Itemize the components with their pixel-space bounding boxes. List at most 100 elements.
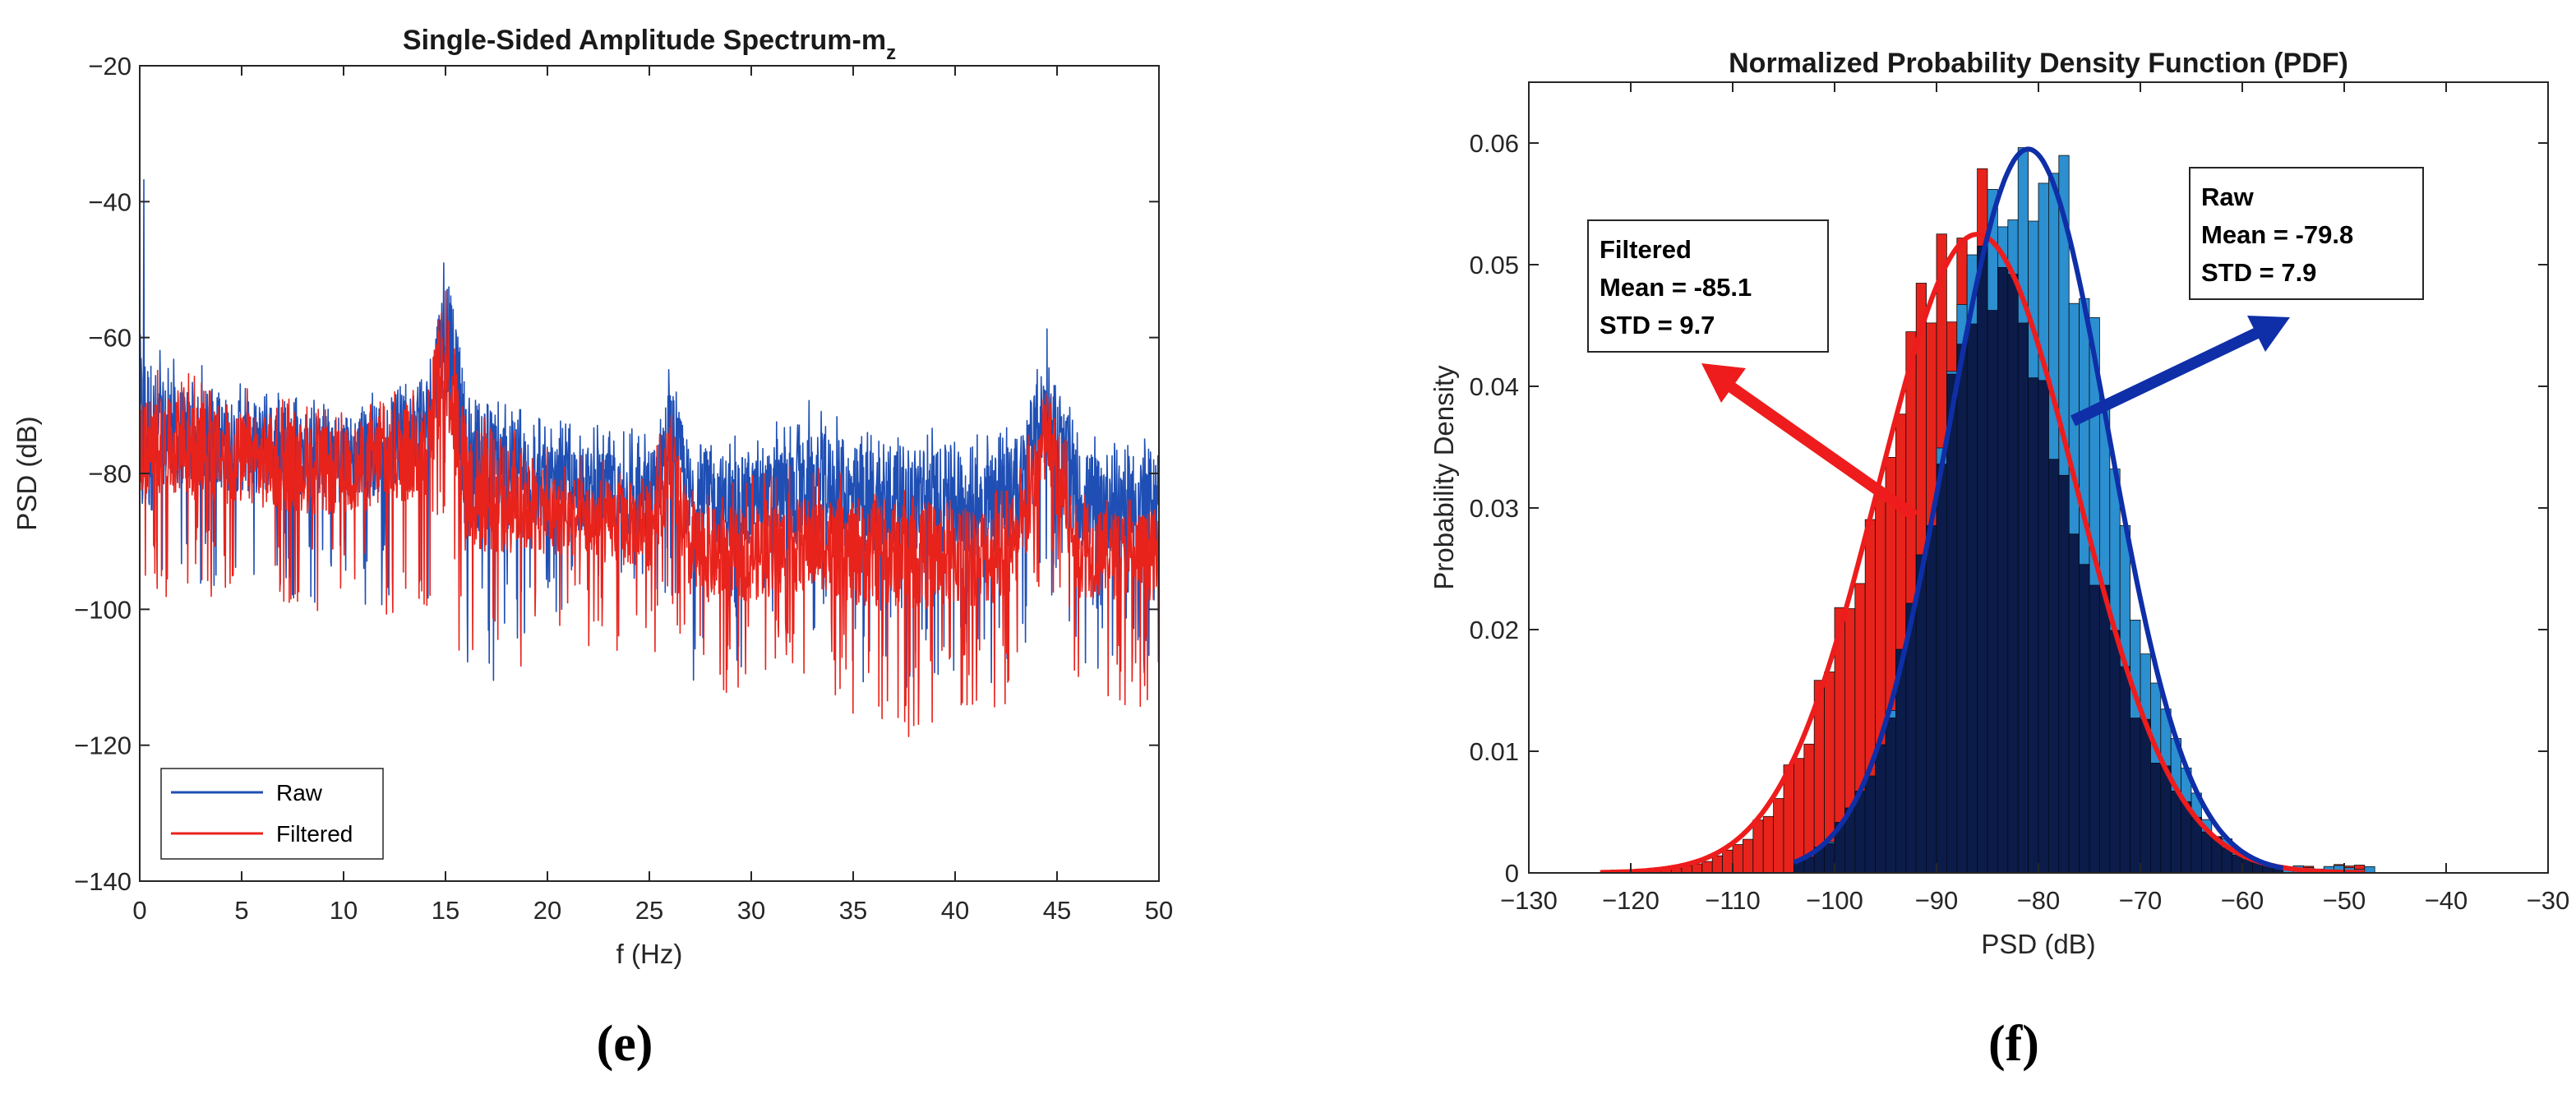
pdf-y-tick-label: 0.05 — [1470, 251, 1519, 279]
pdf-x-tick-label: −50 — [2323, 886, 2366, 915]
filtered-histogram-bar — [1701, 861, 1713, 873]
pdf-x-tick-label: −70 — [2119, 886, 2163, 915]
raw-arrow — [2070, 316, 2290, 427]
spectrum-chart: Single-Sided Amplitude Spectrum-mz 0 5 10 1… — [12, 25, 1173, 1072]
overlap-histogram-bar — [2047, 459, 2060, 873]
overlap-histogram-bar — [2098, 584, 2111, 873]
overlap-histogram-bar — [1824, 842, 1835, 873]
filtered-annotation-line-2: Mean = -85.1 — [1600, 273, 1752, 302]
spectrum-x-axis-label: f (Hz) — [616, 939, 683, 969]
pdf-x-tick-label: −80 — [2017, 886, 2061, 915]
filtered-fit-curve — [1600, 231, 2365, 873]
filtered-histogram-bar — [1742, 838, 1754, 873]
spectrum-y-tick-label: −100 — [74, 595, 132, 624]
spectrum-y-tick-label: −60 — [88, 324, 132, 353]
spectrum-y-tick-label: −20 — [88, 52, 132, 81]
raw-annotation-line-1: Raw — [2201, 182, 2255, 211]
spectrum-x-tick-label: 25 — [635, 896, 663, 925]
overlap-histogram-bar — [1885, 718, 1896, 873]
raw-annotation-line-2: Mean = -79.8 — [2201, 220, 2353, 249]
spectrum-x-tick-label: 5 — [234, 896, 248, 925]
filtered-histogram-bar — [1691, 863, 1703, 873]
overlap-histogram-bar — [2017, 322, 2029, 873]
spectrum-x-tick-label: 50 — [1145, 896, 1173, 925]
pdf-x-axis-label: PSD (dB) — [1981, 929, 2095, 959]
pdf-x-tick-label: −40 — [2425, 886, 2468, 915]
pdf-chart-title: Normalized Probability Density Function … — [1729, 48, 2348, 79]
pdf-x-tick-label: −130 — [1500, 886, 1558, 915]
filtered-histogram-bar — [1732, 844, 1743, 873]
raw-fit-curve — [1793, 146, 2284, 871]
overlap-histogram-bar — [1956, 344, 1968, 873]
filtered-histogram-bar — [1773, 798, 1784, 873]
pdf-x-tick-label: −120 — [1602, 886, 1660, 915]
overlap-histogram-bar — [1926, 525, 1937, 873]
spectrum-y-tick-label: −120 — [74, 732, 132, 760]
panel-label-f: (f) — [1988, 1016, 2039, 1072]
spectrum-x-tick-label: 0 — [132, 896, 146, 925]
raw-annotation: Raw Mean = -79.8 STD = 7.9 — [2189, 167, 2424, 300]
spectrum-y-tick-label: −140 — [74, 867, 132, 896]
raw-histogram-bar — [2364, 866, 2375, 873]
pdf-y-tick-label: 0.02 — [1470, 616, 1519, 644]
spectrum-plot-area — [140, 178, 1159, 737]
panel-label-e: (e) — [597, 1016, 653, 1072]
raw-annotation-line-3: STD = 7.9 — [2201, 258, 2316, 287]
spectrum-y-axis-label: PSD (dB) — [12, 416, 42, 530]
filtered-histogram-bar — [1793, 758, 1805, 873]
overlap-histogram-bar — [2119, 666, 2131, 873]
spectrum-x-tick-label: 20 — [533, 896, 561, 925]
overlap-histogram-bar — [2170, 791, 2181, 873]
overlap-histogram-bar — [2232, 854, 2243, 873]
spectrum-x-tick-label: 30 — [737, 896, 765, 925]
overlap-histogram-bar — [2130, 718, 2141, 873]
overlap-histogram-bar — [2149, 763, 2162, 873]
overlap-histogram-bar — [1966, 323, 1978, 873]
spectrum-x-tick-label: 40 — [941, 896, 969, 925]
pdf-x-tick-label: −100 — [1806, 886, 1863, 915]
filtered-annotation-line-3: STD = 9.7 — [1600, 311, 1715, 339]
pdf-y-tick-label: 0.01 — [1470, 737, 1519, 766]
overlap-histogram-bar — [2038, 380, 2049, 873]
overlap-histogram-bar — [2007, 274, 2019, 873]
overlap-histogram-bar — [1946, 373, 1958, 873]
overlap-histogram-bar — [1864, 776, 1876, 873]
overlap-histogram-bar — [2079, 564, 2090, 873]
spectrum-x-tick-label: 10 — [330, 896, 358, 925]
overlap-histogram-bar — [1977, 245, 1988, 873]
raw-annotation-box — [2189, 167, 2424, 300]
pdf-x-tick-label: −30 — [2527, 886, 2570, 915]
pdf-x-tick-label: −90 — [1915, 886, 1959, 915]
legend-box — [160, 768, 384, 860]
filtered-histogram-bar — [1762, 815, 1774, 873]
filtered-histogram-bar — [1722, 849, 1733, 873]
filtered-series-line — [140, 290, 1159, 737]
overlap-histogram — [1793, 245, 2283, 873]
pdf-y-tick-label: 0.06 — [1470, 129, 1519, 158]
filtered-annotation-box — [1587, 219, 1829, 353]
overlap-histogram-bar — [2068, 533, 2080, 873]
pdf-x-ticks: −130 −120 −110 −100 −90 −80 −70 −60 −50 −40 −30 — [1500, 82, 2569, 915]
overlap-histogram-bar — [1997, 266, 2009, 873]
filtered-histogram-bar — [1711, 855, 1723, 873]
pdf-y-ticks: 0 0.01 0.02 0.03 0.04 0.05 0.06 — [1470, 129, 2548, 888]
overlap-histogram-bar — [2089, 584, 2100, 873]
overlap-histogram-bar — [1875, 744, 1886, 873]
overlap-histogram-bar — [2140, 718, 2151, 873]
spectrum-legend: Raw Filtered — [160, 768, 384, 860]
pdf-y-tick-label: 0.04 — [1470, 372, 1519, 401]
legend-raw-label: Raw — [276, 780, 323, 805]
pdf-x-tick-label: −60 — [2221, 886, 2264, 915]
filtered-annotation-line-1: Filtered — [1600, 235, 1692, 264]
spectrum-y-tick-label: −80 — [88, 459, 132, 488]
pdf-plot-area — [1600, 146, 2375, 873]
pdf-x-tick-label: −110 — [1705, 886, 1761, 915]
pdf-y-tick-label: 0 — [1505, 859, 1519, 888]
filtered-annotation: Filtered Mean = -85.1 STD = 9.7 — [1587, 219, 1829, 353]
spectrum-y-ticks: −140 −120 −100 −80 −60 −40 −20 — [74, 52, 1159, 896]
spectrum-x-tick-label: 35 — [839, 896, 867, 925]
overlap-histogram-bar — [2109, 630, 2121, 873]
spectrum-x-tick-label: 15 — [432, 896, 459, 925]
overlap-histogram-bar — [1987, 310, 1998, 873]
